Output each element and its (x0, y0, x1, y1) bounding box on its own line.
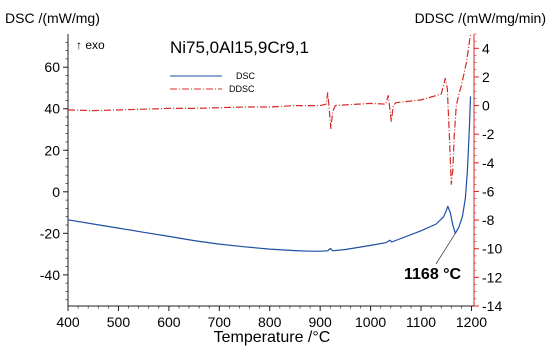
right-y-tick-label: -4 (482, 155, 495, 171)
right-y-tick-label: 2 (482, 69, 490, 85)
right-y-tick-label: -6 (482, 183, 495, 199)
legend: DSC DDSC (170, 71, 256, 94)
right-y-tick-label: -14 (482, 298, 502, 314)
left-y-tick-label: 60 (44, 59, 60, 75)
left-y-tick-label: -40 (40, 267, 60, 283)
right-axis-label: DDSC /(mW/mg/min) (415, 10, 546, 26)
series-line-dsc (67, 96, 472, 252)
annotation-label: 1168 °C (404, 266, 462, 283)
left-y-tick-label: -20 (40, 225, 60, 241)
left-y-tick-label: 20 (44, 142, 60, 158)
x-tick-label: 1100 (406, 314, 436, 330)
x-axis-label: Temperature /°C (214, 329, 331, 346)
left-y-axis-ticks: 60 40 20 0 -20 -40 (40, 41, 68, 301)
x-tick-label: 800 (258, 314, 282, 330)
x-tick-label: 900 (308, 314, 332, 330)
right-y-tick-label: -12 (482, 269, 502, 285)
left-y-tick-label: 0 (52, 184, 60, 200)
right-y-tick-label: 0 (482, 98, 490, 114)
legend-label-ddsc: DDSC (229, 84, 255, 94)
x-axis-ticks: 400 500 600 700 800 900 1000 1100 1200 (56, 306, 487, 330)
right-y-tick-label: -8 (482, 212, 495, 228)
x-tick-label: 600 (157, 314, 181, 330)
series-line-ddsc (67, 33, 472, 185)
left-axis-label: DSC /(mW/mg) (5, 10, 100, 26)
chart-title: Ni75,0Al15,9Cr9,1 (170, 38, 309, 57)
x-tick-label: 1000 (355, 314, 386, 330)
exo-indicator: ↑ exo (76, 38, 105, 52)
x-tick-label: 700 (208, 314, 232, 330)
right-y-axis-ticks: 4 2 0 -2 -4 -6 -8 -10 -12 -14 (474, 33, 502, 314)
peak-annotation: 1168 °C (404, 233, 462, 283)
x-tick-label: 1200 (456, 314, 487, 330)
right-y-tick-label: -2 (482, 126, 495, 142)
legend-label-dsc: DSC (236, 71, 256, 81)
right-y-tick-label: -10 (482, 241, 502, 257)
x-tick-label: 500 (107, 314, 131, 330)
left-y-tick-label: 40 (44, 101, 60, 117)
right-y-tick-label: 4 (482, 40, 490, 56)
x-tick-label: 400 (56, 314, 80, 330)
series-layer (67, 33, 472, 252)
annotation-leader-line (435, 233, 456, 265)
